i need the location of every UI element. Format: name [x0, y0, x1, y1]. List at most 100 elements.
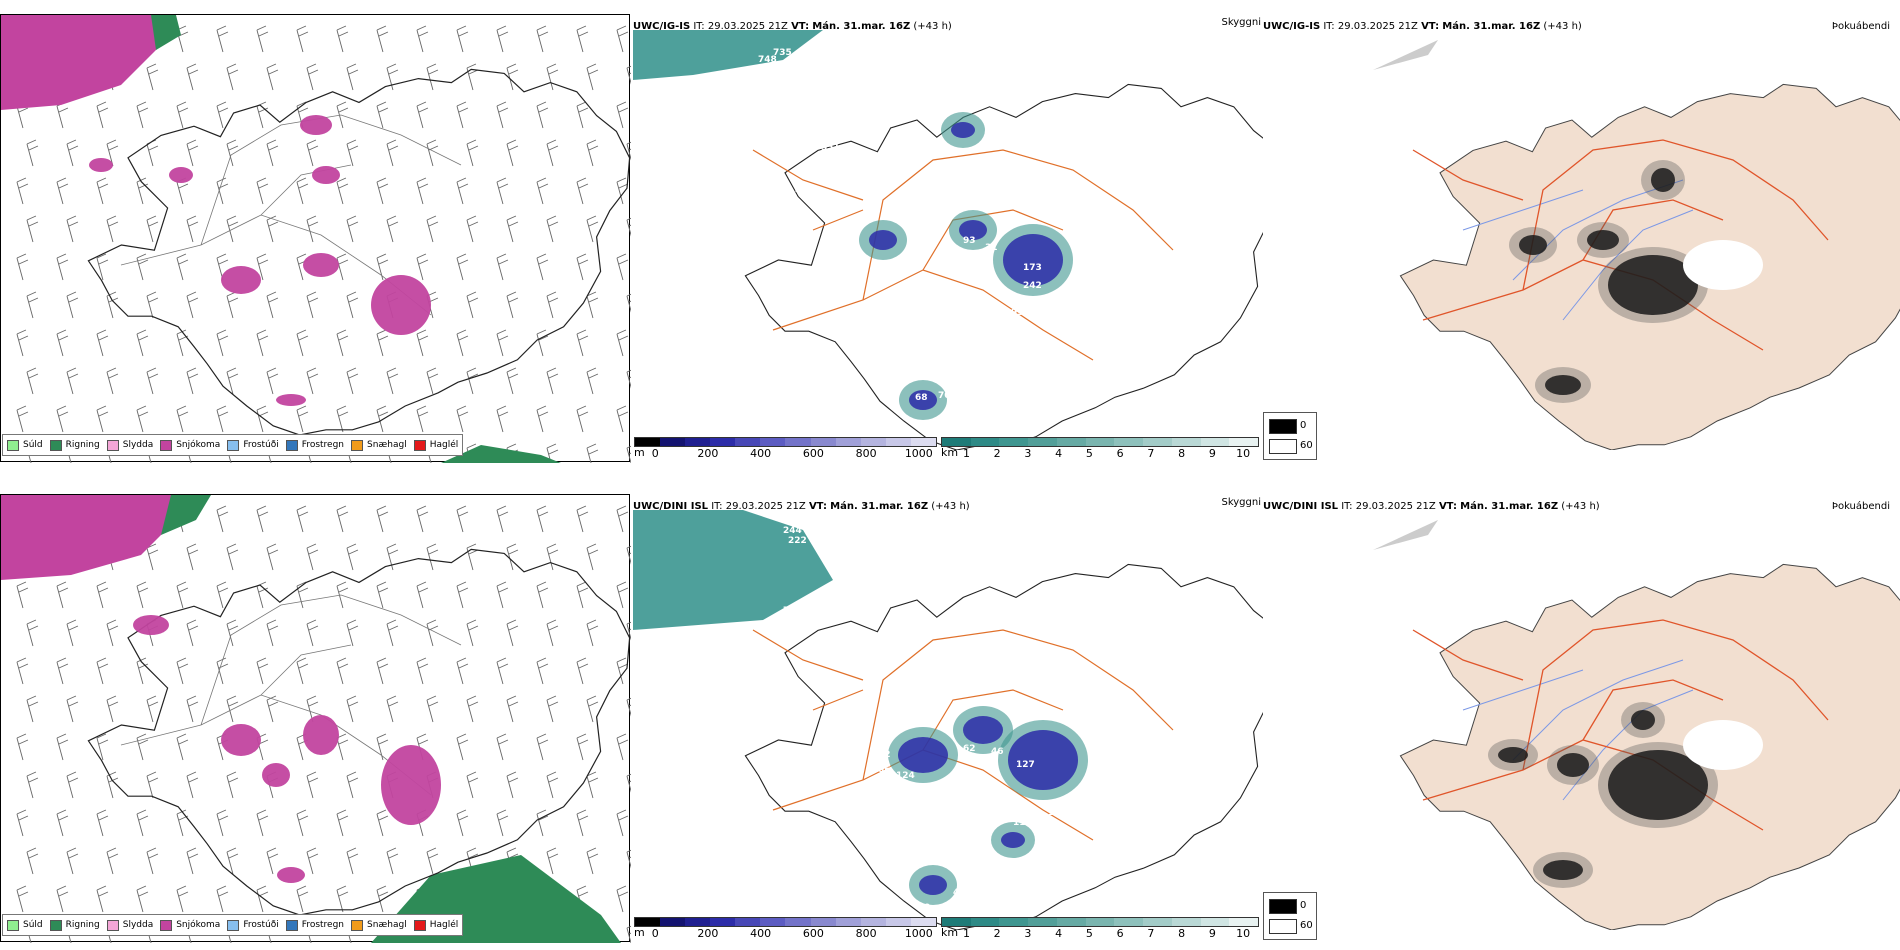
wind-barb [216, 809, 229, 837]
rain-area [441, 445, 561, 463]
colorbar-segment [735, 438, 761, 446]
it-label: IT: [693, 21, 705, 32]
wind-barb [226, 771, 239, 799]
colorbar-segment [910, 438, 936, 446]
wind-barb [146, 215, 159, 243]
wind-barb [186, 63, 199, 91]
wind-barb [626, 369, 631, 389]
colorbar-tick-label: 400 [750, 447, 772, 460]
it-value: 29.03.2025 21Z [1355, 501, 1436, 512]
cloud-legend-swatch-60 [1269, 919, 1297, 934]
wind-barb [456, 809, 469, 837]
precip-legend-item: Frostregn [285, 439, 344, 451]
colorbar-segment [999, 918, 1029, 926]
forecast-row-dini: UWC/DINI ISL IT: 29.03.2025 21Z VT: Mán.… [0, 480, 1900, 950]
wind-barb [226, 291, 239, 319]
wind-barb [226, 847, 239, 875]
wind-barb [146, 771, 159, 799]
precip-legend-label: Snæhagl [367, 440, 407, 450]
wind-barb [376, 581, 389, 609]
wind-barb [386, 695, 399, 723]
wind-barb [546, 695, 559, 723]
wind-barb [426, 215, 439, 243]
wind-barb [586, 619, 599, 647]
precip-legend-label: Haglél [429, 440, 459, 450]
wind-barb [346, 63, 359, 91]
wind-barb [586, 215, 599, 243]
colorbar-segment [910, 918, 936, 926]
precip-legend: Súld Rigning Slydda Snjókoma Frostúði Frostre… [2, 434, 464, 456]
wind-barb [536, 177, 549, 205]
wind-barb [346, 367, 359, 395]
colorbar-tick-label: 800 [855, 927, 877, 940]
wind-barb [466, 367, 479, 395]
height-blob [909, 390, 937, 410]
wind-barb [136, 657, 149, 685]
colorbar-segment [1229, 438, 1259, 446]
precip-legend-label: Snjókoma [176, 920, 221, 930]
precip-legend-swatch [7, 439, 19, 451]
wind-barb [306, 771, 319, 799]
it-label: IT: [711, 501, 723, 512]
height-blob [869, 230, 897, 250]
height-blob [1001, 832, 1025, 848]
vis-value-label: 127 [1016, 760, 1035, 770]
vis-value-label: 93 [1011, 308, 1024, 318]
colorbar-segment [635, 438, 661, 446]
wind-barb [216, 25, 229, 53]
wind-barb [256, 177, 269, 205]
precip-legend-item: Snæhagl [351, 919, 407, 931]
wind-barb [626, 445, 631, 463]
wind-barb [506, 771, 519, 799]
wind-barb [346, 291, 359, 319]
cloud-legend-label-0: 0 [1300, 420, 1307, 431]
wind-barb [296, 581, 309, 609]
height-blob [963, 716, 1003, 744]
vis-value-label: 551 [821, 143, 840, 153]
colorbar-segment [760, 438, 786, 446]
wind-barb [26, 139, 39, 167]
wind-barb [266, 847, 279, 875]
colorbar-segment [942, 438, 971, 446]
wind-barb [416, 505, 429, 533]
wind-barb [56, 405, 69, 433]
vis-value-label: 237 [715, 156, 734, 166]
wind-barb [16, 405, 29, 433]
wind-barb [66, 367, 79, 395]
wind-barb [456, 405, 469, 433]
wind-barb [536, 101, 549, 129]
wind-barb [306, 63, 319, 91]
wind-barb [376, 733, 389, 761]
wind-barb [576, 505, 589, 533]
wind-barb [586, 63, 599, 91]
wind-barb [216, 505, 229, 533]
wind-barb [256, 329, 269, 357]
colorbar-tick-label: 2 [993, 927, 1001, 940]
precip-map [1, 495, 631, 943]
snow-blob [133, 615, 169, 635]
wind-barb [616, 733, 629, 761]
vis-unit: km [941, 926, 959, 939]
colorbar-segment [835, 918, 861, 926]
wind-barb [96, 405, 109, 433]
fog-blob [1631, 710, 1655, 730]
colorbar-tick-label: 4 [1055, 447, 1063, 460]
precip-legend-swatch [227, 919, 240, 931]
vis-value-label: 54 [898, 908, 911, 918]
it-value: 29.03.2025 21Z [707, 21, 788, 32]
wind-barb [296, 329, 309, 357]
vis-value-label: 200 [803, 518, 822, 528]
wind-barb [346, 847, 359, 875]
precip-legend-label: Frostregn [301, 920, 345, 930]
cloud-legend-swatch-0 [1269, 899, 1297, 914]
wind-barb [136, 733, 149, 761]
wind-barb [16, 329, 29, 357]
colorbar-tick-label: 5 [1085, 447, 1093, 460]
wind-barb [616, 101, 629, 129]
lead-time: (+43 h) [1561, 501, 1600, 512]
colorbar-segment [710, 918, 736, 926]
wind-barb [576, 809, 589, 837]
wind-barb [496, 101, 509, 129]
wind-barb [336, 505, 349, 533]
